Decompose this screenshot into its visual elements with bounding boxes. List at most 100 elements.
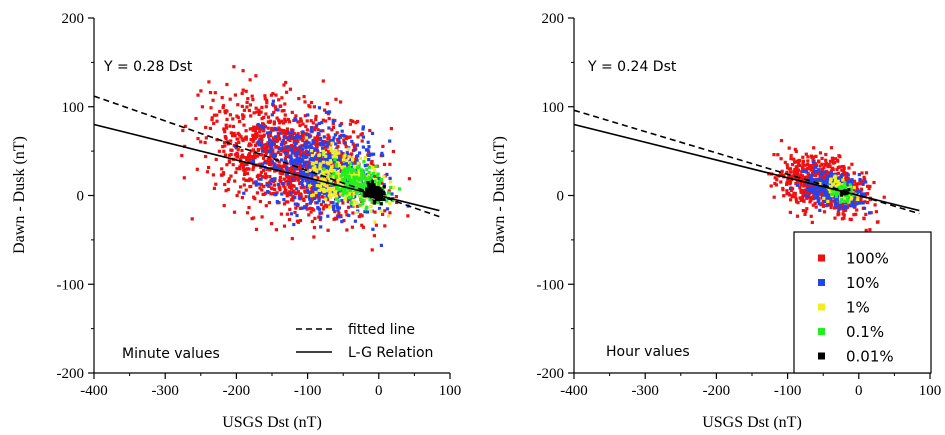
left-point [228,97,232,101]
right-point [808,200,812,204]
left-point [282,177,286,181]
left-point [256,173,261,177]
left-point [352,179,356,183]
right-point [789,154,793,158]
right-point [856,190,860,195]
left-point [241,88,245,92]
right-point [840,168,844,172]
left-point [238,165,242,169]
left-point [355,181,359,185]
left-point [346,135,351,139]
left-point [307,141,311,145]
left-point [361,177,365,181]
left-point [290,187,294,191]
left-point [334,155,338,159]
right-point [843,177,848,181]
left-point [275,139,279,143]
left-point [226,142,230,146]
left-point [378,179,382,184]
right-point [840,172,844,177]
left-point [205,170,209,174]
left-point [293,202,297,206]
left-point [376,201,380,205]
left-point [341,133,345,137]
left-point [324,119,328,123]
left-point [260,215,264,219]
left-point [296,150,300,154]
left-point [326,198,330,202]
left-point [349,162,353,166]
left-point [370,185,374,189]
left-point [277,118,281,122]
left-point [334,164,338,168]
right-point [801,188,806,193]
left-point [278,188,282,192]
right-point [787,146,791,150]
left-point [310,130,314,134]
right-point [829,169,833,173]
right-point [864,180,868,184]
right-point [825,204,829,208]
left-point [240,104,244,108]
right-point [826,174,830,178]
left-point [190,217,194,221]
left-point [325,144,330,148]
left-point [302,198,306,202]
right-legend-swatch [818,328,825,335]
left-point [236,148,240,152]
left-point [261,134,265,138]
left-point [316,182,320,186]
right-point [779,139,784,143]
left-point [304,146,308,150]
left-point [382,183,386,187]
left-point [305,119,309,123]
right-point [801,177,805,181]
right-point [802,181,806,185]
left-point [349,195,353,199]
left-point [345,159,349,163]
left-panel: -400 -300 -200 -100 0 100 -200 -100 0 100 200 Y = … [11,11,461,431]
left-point [273,178,277,182]
right-point [793,160,797,164]
left-point [350,225,354,229]
left-fit-lines [93,95,440,218]
left-point [385,207,390,211]
right-point [829,185,833,189]
right-point [807,192,811,196]
left-point [285,149,289,153]
left-point [259,139,263,143]
right-point [841,202,845,206]
left-point [273,126,277,130]
left-point [353,195,357,199]
left-point [347,166,351,170]
left-point [196,93,200,97]
left-point [320,195,324,199]
left-point [329,186,333,191]
left-point [303,100,307,104]
left-point [322,167,326,171]
right-point [825,178,829,182]
left-point [271,178,275,182]
left-point [283,117,287,121]
left-point [319,177,324,181]
left-point [242,183,246,187]
left-point [324,141,328,145]
right-legend-swatch [818,303,825,311]
left-panel-label: Minute values [122,346,220,362]
right-point [843,189,848,193]
left-point [260,153,264,157]
left-point [264,191,268,195]
left-point [254,74,258,78]
left-point [295,133,299,137]
left-point [307,191,312,195]
left-point [358,156,362,161]
left-point [371,189,375,193]
left-point [353,160,357,164]
right-point [804,193,808,197]
left-point [259,127,263,131]
right-point [842,209,846,213]
right-point [809,189,813,193]
right-point [819,203,823,207]
left-point [380,181,384,185]
left-point [285,127,289,131]
